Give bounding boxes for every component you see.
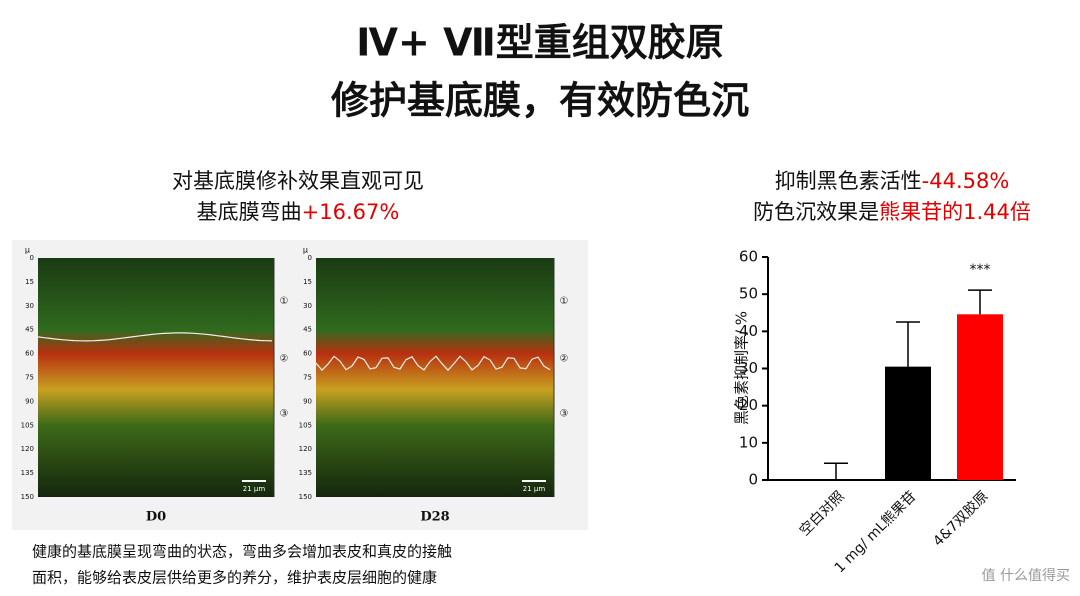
depth-tick: 45 [25, 326, 34, 334]
error-bar [968, 289, 992, 315]
y-tick-label: 0 [748, 471, 758, 489]
bar [885, 366, 931, 480]
depth-tick: 30 [25, 302, 34, 310]
caption: 防色沉效果是熊果苷的1.44倍 [753, 200, 1031, 224]
depth-tick: 0 [308, 254, 312, 262]
depth-tick: 30 [303, 302, 312, 310]
title: 修护基底膜，有效防色沉 [331, 79, 749, 123]
membrane-line [37, 332, 273, 342]
depth-tick: 15 [303, 278, 312, 286]
depth-tick: 60 [303, 350, 312, 358]
y-tick-label: 40 [739, 322, 758, 340]
scale-bar: 21 μm [243, 485, 266, 493]
depth-tick: 105 [21, 421, 34, 429]
depth-tick: 45 [303, 326, 312, 334]
caption-highlight: +16.67% [302, 200, 400, 224]
caption: 基底膜弯曲+16.67% [197, 200, 400, 224]
caption-text: 抑制黑色素活性 [775, 169, 922, 193]
layer-marker: ① [280, 296, 289, 307]
depth-tick: 90 [303, 397, 312, 405]
micrograph [316, 258, 554, 497]
caption-highlight: 熊果苷的1.44倍 [879, 200, 1031, 224]
depth-tick: 120 [21, 445, 34, 453]
depth-tick: 120 [299, 445, 312, 453]
significance: *** [970, 262, 991, 278]
depth-tick: 135 [299, 469, 312, 477]
error-bar [896, 321, 920, 367]
y-tick-label: 50 [739, 285, 758, 303]
depth-tick: 0 [30, 254, 34, 262]
layer-marker: ① [560, 296, 569, 307]
error-bar [824, 462, 848, 480]
depth-tick: 15 [25, 278, 34, 286]
bar [957, 314, 1003, 480]
depth-tick: 105 [299, 421, 312, 429]
image-label: D0 [146, 510, 166, 525]
depth-unit: μ [303, 246, 308, 255]
y-tick-label: 60 [739, 248, 758, 266]
micrograph [38, 258, 274, 497]
depth-tick: 60 [25, 350, 34, 358]
layer-marker: ② [560, 353, 569, 364]
caption: 抑制黑色素活性-44.58% [775, 169, 1010, 193]
depth-tick: 150 [299, 493, 312, 501]
depth-tick: 75 [25, 374, 34, 382]
note: 面积，能够给表皮层供给更多的养分，维护表皮层细胞的健康 [32, 569, 437, 587]
layer-marker: ③ [560, 408, 569, 419]
layer-marker: ③ [280, 408, 289, 419]
caption-text: 基底膜弯曲 [197, 200, 302, 224]
layer-marker: ② [280, 353, 289, 364]
membrane-line [315, 355, 551, 372]
depth-tick: 90 [25, 397, 34, 405]
title: Ⅳ+ Ⅶ型重组双胶原 [356, 21, 723, 65]
caption: 对基底膜修补效果直观可见 [172, 169, 424, 193]
depth-tick: 135 [21, 469, 34, 477]
caption-text: 防色沉效果是 [753, 200, 879, 224]
y-tick-label: 30 [739, 359, 758, 377]
depth-tick: 75 [303, 374, 312, 382]
depth-unit: μ [25, 246, 30, 255]
y-tick-label: 10 [739, 433, 758, 451]
scale-bar: 21 μm [523, 485, 546, 493]
depth-tick: 150 [21, 493, 34, 501]
watermark: 值 什么值得买 [982, 567, 1070, 584]
caption-highlight: -44.58% [922, 169, 1010, 193]
y-axis-label: 黑色素抑制率/ % [733, 311, 751, 425]
note: 健康的基底膜呈现弯曲的状态，弯曲多会增加表皮和真皮的接触 [32, 543, 452, 561]
image-label: D28 [420, 510, 449, 525]
y-tick-label: 20 [739, 396, 758, 414]
